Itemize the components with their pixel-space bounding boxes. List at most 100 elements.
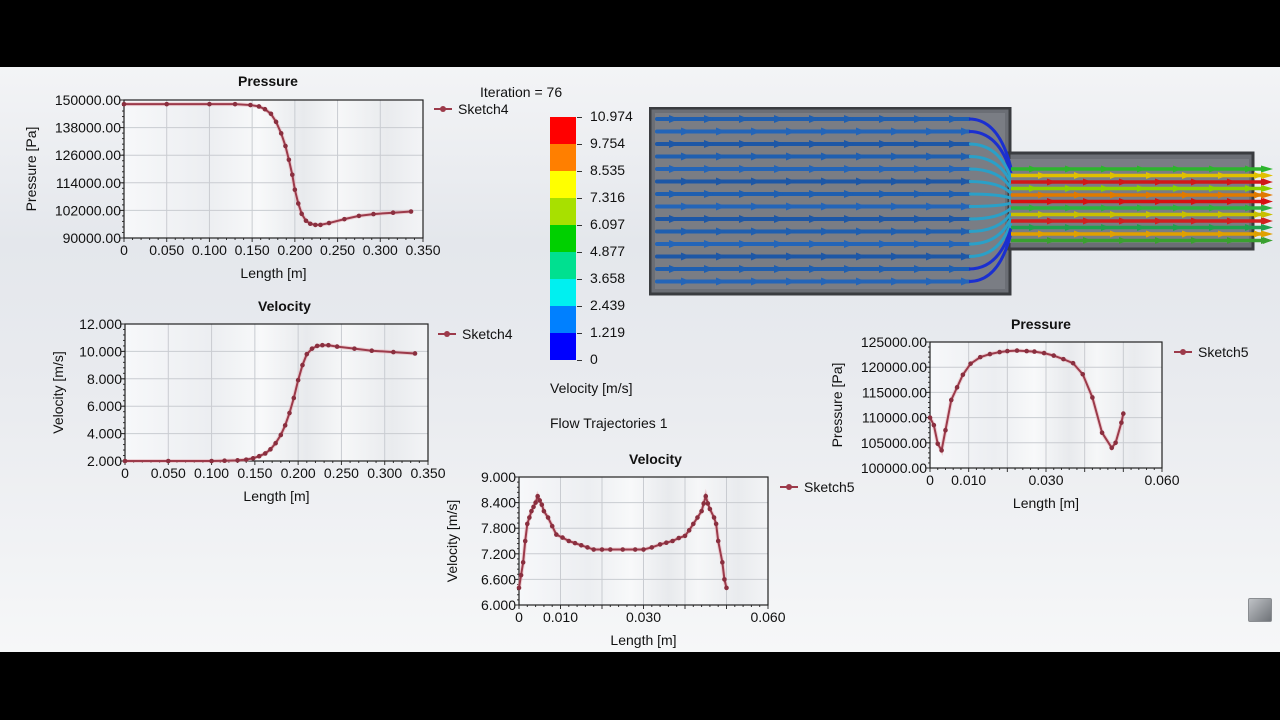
svg-text:0.030: 0.030	[1028, 472, 1063, 488]
svg-text:0.350: 0.350	[410, 465, 445, 481]
svg-text:125000.00: 125000.00	[861, 334, 927, 350]
svg-text:0.010: 0.010	[951, 472, 986, 488]
svg-text:0.100: 0.100	[192, 242, 227, 258]
svg-text:6.000: 6.000	[481, 597, 516, 613]
svg-text:Pressure [Pa]: Pressure [Pa]	[23, 127, 39, 212]
color-legend-tick-label: 6.097	[590, 216, 626, 232]
svg-text:0: 0	[926, 472, 934, 488]
svg-text:115000.00: 115000.00	[862, 384, 927, 400]
chart-plot: 9.000 8.400 7.800 7.200 6.600 6.0000 0.010 0.03…	[444, 469, 786, 648]
svg-text:0.350: 0.350	[405, 242, 440, 258]
flow-trajectories-label: Flow Trajectories 1	[550, 415, 668, 431]
color-band	[550, 171, 576, 198]
tick-mark	[577, 198, 582, 199]
svg-text:102000.00: 102000.00	[55, 202, 121, 218]
pressure-chart-sketch5: 125000.00 120000.00 115000.00 110000.00 1050…	[820, 310, 1280, 520]
svg-text:0.150: 0.150	[235, 242, 270, 258]
svg-text:0.250: 0.250	[320, 242, 355, 258]
chart-title: Velocity	[258, 298, 311, 314]
legend-label: Sketch4	[462, 326, 513, 342]
tick-mark	[577, 225, 582, 226]
svg-text:0.030: 0.030	[626, 609, 661, 625]
svg-text:0: 0	[515, 609, 523, 625]
svg-text:0.300: 0.300	[363, 242, 398, 258]
color-legend-tick-label: 3.658	[590, 270, 626, 286]
color-band	[550, 198, 576, 225]
chart-legend: Sketch4	[438, 326, 513, 342]
color-band	[550, 225, 576, 252]
tick-mark	[577, 252, 582, 253]
svg-text:150000.00: 150000.00	[55, 92, 121, 108]
svg-text:Length [m]: Length [m]	[1013, 495, 1079, 511]
svg-text:126000.00: 126000.00	[55, 147, 121, 163]
legend-line-marker-icon	[1174, 349, 1192, 355]
svg-text:100000.00: 100000.00	[861, 460, 927, 476]
color-band	[550, 144, 576, 171]
svg-text:2.000: 2.000	[87, 453, 122, 469]
svg-text:0.250: 0.250	[324, 465, 359, 481]
color-legend-tick-label: 2.439	[590, 297, 626, 313]
legend-line-marker-icon	[780, 484, 798, 490]
flow-trajectories-3d-view[interactable]	[648, 106, 1280, 297]
svg-text:0.050: 0.050	[151, 465, 186, 481]
chart-title: Pressure	[238, 73, 298, 89]
legend-line-marker-icon	[438, 331, 456, 337]
tick-mark	[577, 279, 582, 280]
velocity-chart-sketch5: 9.000 8.400 7.800 7.200 6.600 6.000 0 0.010 0.03…	[440, 445, 870, 655]
tick-mark	[577, 144, 582, 145]
color-legend-tick-label: 0	[590, 351, 598, 367]
svg-text:9.000: 9.000	[481, 469, 516, 485]
color-legend-unit: Velocity [m/s]	[550, 380, 633, 396]
chart-title: Velocity	[629, 451, 682, 467]
view-cube-icon[interactable]	[1248, 598, 1272, 622]
velocity-chart-sketch4: 12.000 10.000 8.000 6.000 4.000 2.000 0 0.050 0.…	[0, 292, 530, 507]
color-band	[550, 333, 576, 360]
svg-text:0.300: 0.300	[367, 465, 402, 481]
svg-text:0.060: 0.060	[750, 609, 785, 625]
svg-text:110000.00: 110000.00	[862, 410, 927, 426]
svg-text:Length [m]: Length [m]	[610, 632, 676, 648]
tick-mark	[577, 333, 582, 334]
tick-mark	[577, 306, 582, 307]
svg-text:Velocity [m/s]: Velocity [m/s]	[50, 351, 66, 433]
color-band	[550, 117, 576, 144]
svg-text:Velocity [m/s]: Velocity [m/s]	[444, 500, 460, 582]
velocity-color-legend-bar	[550, 117, 576, 360]
svg-text:Length [m]: Length [m]	[243, 488, 309, 504]
chart-plot: 125000.00 120000.00 115000.00 110000.00 1050…	[829, 334, 1180, 511]
svg-text:4.000: 4.000	[87, 426, 122, 442]
pressure-chart-sketch4: 150000.00 138000.00 126000.00 114000.00 1020…	[0, 67, 520, 282]
svg-text:10.000: 10.000	[79, 343, 122, 359]
svg-text:0: 0	[120, 242, 128, 258]
svg-text:0.010: 0.010	[543, 609, 578, 625]
legend-label: Sketch5	[1198, 344, 1249, 360]
svg-text:Length [m]: Length [m]	[240, 265, 306, 281]
svg-text:8.400: 8.400	[481, 495, 516, 511]
svg-text:0: 0	[121, 465, 129, 481]
svg-text:0.060: 0.060	[1144, 472, 1179, 488]
graphics-viewport[interactable]: 150000.00 138000.00 126000.00 114000.00 1020…	[0, 67, 1280, 652]
chart-legend: Sketch4	[434, 101, 509, 117]
color-legend-tick-label: 8.535	[590, 162, 626, 178]
chart-legend: Sketch5	[1174, 344, 1249, 360]
tick-mark	[577, 117, 582, 118]
svg-text:8.000: 8.000	[87, 371, 122, 387]
legend-line-marker-icon	[434, 106, 452, 112]
svg-text:138000.00: 138000.00	[55, 120, 121, 136]
chart-plot: 12.000 10.000 8.000 6.000 4.000 2.0000 0.050 0.…	[50, 316, 446, 504]
svg-text:0.200: 0.200	[277, 242, 312, 258]
svg-text:Pressure [Pa]: Pressure [Pa]	[829, 363, 845, 448]
svg-text:90000.00: 90000.00	[63, 230, 122, 246]
svg-text:114000.00: 114000.00	[56, 175, 121, 191]
svg-text:12.000: 12.000	[79, 316, 122, 332]
color-band	[550, 306, 576, 333]
chart-plot: 150000.00 138000.00 126000.00 114000.00 1020…	[23, 92, 441, 281]
tick-mark	[577, 171, 582, 172]
color-legend-tick-label: 10.974	[590, 108, 633, 124]
color-legend-tick-label: 7.316	[590, 189, 626, 205]
chart-legend: Sketch5	[780, 479, 855, 495]
svg-text:7.200: 7.200	[481, 546, 516, 562]
color-legend-tick-label: 4.877	[590, 243, 626, 259]
legend-label: Sketch5	[804, 479, 855, 495]
iteration-label: Iteration = 76	[480, 84, 563, 100]
